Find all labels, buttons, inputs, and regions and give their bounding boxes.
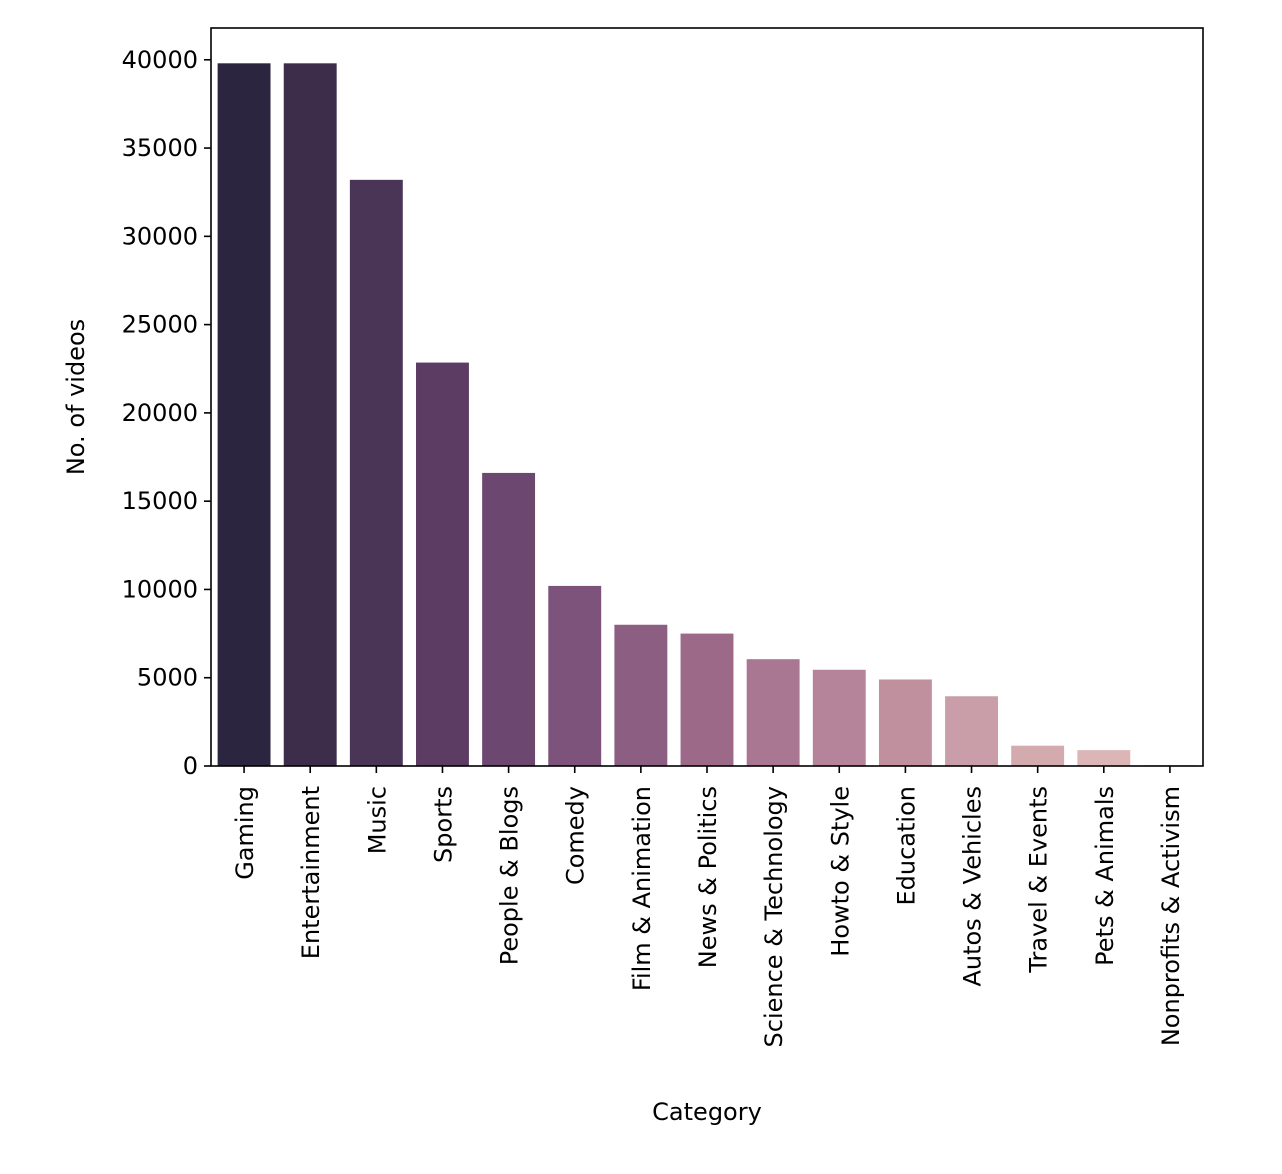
bar-entertainment: [283, 63, 337, 767]
y-tick-label: 20000: [122, 399, 198, 427]
x-tick-label: Autos & Vehicles: [959, 786, 987, 987]
y-tick-label: 5000: [137, 664, 198, 692]
bar-autos-vehicles: [945, 696, 998, 766]
x-tick-label: Education: [892, 786, 920, 905]
bars-layer: [217, 63, 1197, 767]
x-tick-label: News & Politics: [694, 786, 722, 968]
bar-news-politics: [680, 633, 734, 766]
x-axis-ticks: Gaming Entertainment Music Sports People & B…: [231, 766, 1185, 1047]
bar-sports: [416, 362, 469, 766]
x-tick-label: Howto & Style: [826, 786, 854, 957]
x-tick-label: People & Blogs: [496, 786, 524, 965]
bar-film-animation: [614, 624, 668, 766]
x-tick-label: Sports: [429, 786, 457, 863]
y-tick-label: 0: [183, 752, 198, 780]
x-tick-label: Gaming: [231, 786, 259, 880]
y-axis-title: No. of videos: [62, 319, 90, 475]
y-tick-label: 30000: [122, 222, 198, 250]
y-axis-ticks: 0 5000 10000 15000 20000 25000 30000 35000 40000: [122, 46, 211, 780]
y-tick-label: 40000: [122, 46, 198, 74]
bar-education: [878, 679, 932, 766]
y-tick-label: 25000: [122, 311, 198, 339]
bar-comedy: [548, 585, 602, 766]
x-tick-label: Pets & Animals: [1091, 786, 1119, 966]
bar-travel-events: [1011, 745, 1065, 766]
x-tick-label: Science & Technology: [760, 786, 788, 1047]
x-tick-label: Film & Animation: [628, 786, 656, 991]
y-tick-label: 10000: [122, 575, 198, 603]
y-tick-label: 15000: [122, 487, 198, 515]
x-axis-title: Category: [652, 1098, 762, 1126]
bar-science-technology: [746, 659, 800, 766]
bar-pets-animals: [1077, 750, 1131, 766]
bar-gaming: [217, 63, 271, 767]
x-tick-label: Nonprofits & Activism: [1157, 786, 1185, 1046]
bar-people-blogs: [482, 472, 536, 766]
x-tick-label: Music: [363, 786, 391, 854]
x-tick-label: Travel & Events: [1025, 786, 1053, 974]
x-tick-label: Entertainment: [297, 786, 325, 959]
y-tick-label: 35000: [122, 134, 198, 162]
plot-frame: [210, 27, 1204, 767]
x-tick-label: Comedy: [562, 786, 590, 885]
bar-howto-style: [812, 669, 866, 766]
bar-music: [349, 179, 403, 767]
